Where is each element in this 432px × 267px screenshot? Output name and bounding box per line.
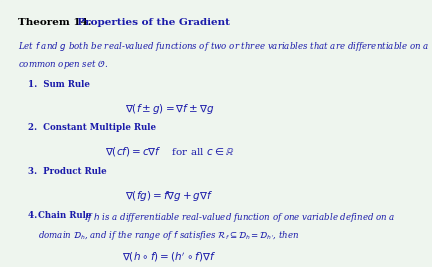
Text: Theorem 14.: Theorem 14. [18,18,92,27]
Text: 3.  Product Rule: 3. Product Rule [28,167,107,176]
Text: Let $f$ and $g$ both be real-valued functions of two or three variables that are: Let $f$ and $g$ both be real-valued func… [18,40,429,53]
Text: If $h$ is a differentiable real-valued function of one variable defined on a: If $h$ is a differentiable real-valued f… [84,211,396,224]
Text: 1.  Sum Rule: 1. Sum Rule [28,80,90,89]
Text: $\nabla(cf) = c\nabla f \quad$ for all $c \in \mathbb{R}$: $\nabla(cf) = c\nabla f \quad$ for all $… [105,145,234,158]
Text: $\nabla(f \pm g) = \nabla f \pm \nabla g$: $\nabla(f \pm g) = \nabla f \pm \nabla g… [125,102,214,116]
Text: $\nabla(h \circ f) = (h' \circ f)\nabla f$: $\nabla(h \circ f) = (h' \circ f)\nabla … [122,251,216,264]
Text: Chain Rule: Chain Rule [38,211,91,220]
Text: common open set $\mathcal{O}$.: common open set $\mathcal{O}$. [18,58,108,71]
FancyBboxPatch shape [0,0,341,261]
Text: Properties of the Gradient: Properties of the Gradient [70,18,230,27]
Text: $\nabla(fg) = f\nabla g + g\nabla f$: $\nabla(fg) = f\nabla g + g\nabla f$ [125,189,214,203]
Text: 2.  Constant Multiple Rule: 2. Constant Multiple Rule [28,123,156,132]
Text: domain $\mathcal{D}_h$, and if the range of $f$ satisfies $\mathcal{R}_f \subset: domain $\mathcal{D}_h$, and if the range… [38,229,299,242]
Text: 4.: 4. [28,211,44,220]
